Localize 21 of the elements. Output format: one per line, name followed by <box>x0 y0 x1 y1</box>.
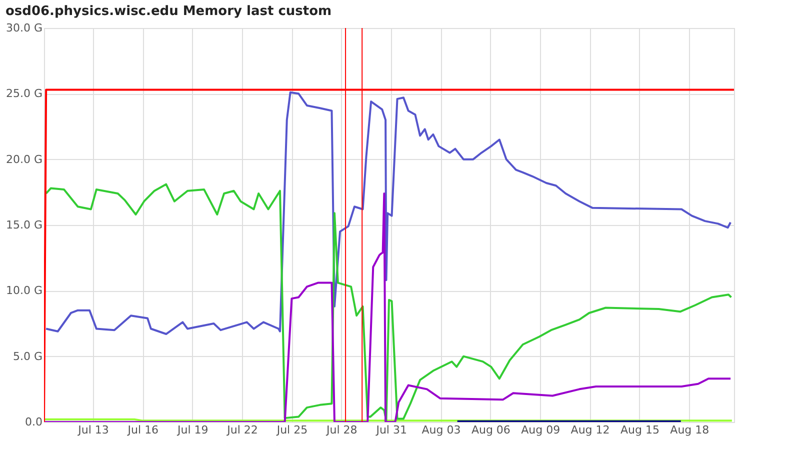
x-tick-label: Jul 28 <box>326 424 358 436</box>
y-tick-label: 25.0 G <box>6 87 42 100</box>
y-tick-label: 0.0 <box>25 416 42 428</box>
x-tick-label: Jul 19 <box>176 424 208 436</box>
x-tick-label: Aug 06 <box>471 424 510 436</box>
y-tick-label: 5.0 G <box>12 350 42 363</box>
x-tick-label: Aug 12 <box>570 424 610 436</box>
y-tick-label: 10.0 G <box>6 284 42 298</box>
y-tick-label: 30.0 G <box>6 22 42 34</box>
x-tick-label: Jul 22 <box>226 424 258 436</box>
x-tick-label: Aug 03 <box>422 424 461 436</box>
y-tick-label: 15.0 G <box>6 218 42 232</box>
x-tick-label: Aug 18 <box>670 424 710 436</box>
chart-title: osd06.physics.wisc.edu Memory last custom <box>5 4 332 19</box>
x-tick-label: Jul 13 <box>77 424 109 436</box>
y-tick-label: 20.0 G <box>6 152 42 166</box>
x-tick-label: Jul 25 <box>276 424 308 436</box>
x-tick-label: Jul 16 <box>126 424 159 436</box>
x-tick-label: Aug 09 <box>521 424 560 436</box>
x-tick-label: Jul 31 <box>375 424 407 436</box>
x-tick-label: Aug 15 <box>620 424 660 436</box>
